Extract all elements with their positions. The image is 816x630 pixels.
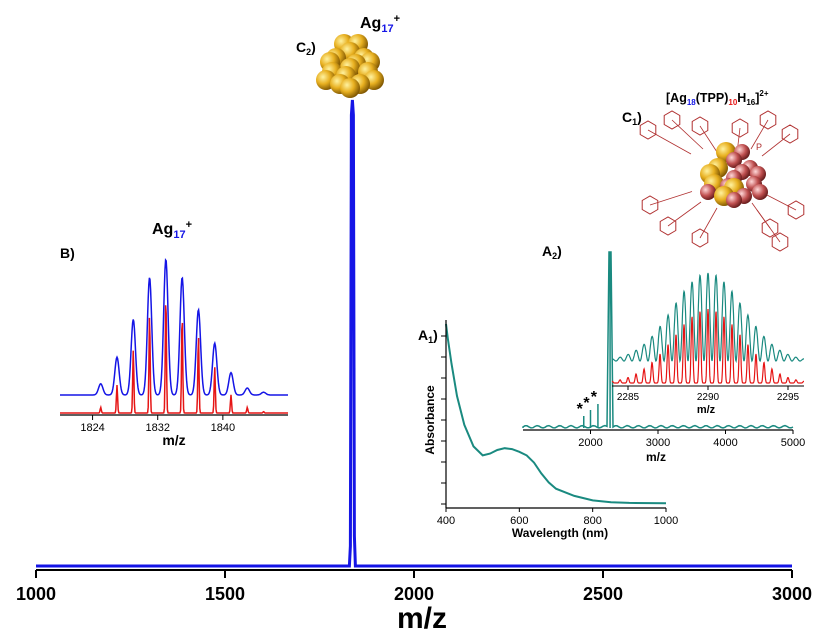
inset-a2-zoom-x-ticks: 2285 2290 2295 [617, 386, 800, 403]
inset-a1-x-tick-label: 600 [510, 515, 528, 527]
phenyl-ring [759, 110, 777, 130]
inset-a2-panel-label: A2) [542, 243, 562, 261]
inset-a1-y-ticks [441, 335, 446, 505]
inset-a2-zoom-experimental-line [612, 272, 804, 364]
main-x-tick-label: 2000 [394, 584, 434, 604]
inset-a2: A2) * * * 2000 3000 4000 5000 m/z 2285 2290 229… [522, 243, 805, 464]
inset-b-x-tick-label: 1840 [211, 422, 235, 434]
inset-a1-y-label: Absorbance [423, 385, 437, 455]
inset-a2-x-tick-label: 4000 [713, 437, 737, 449]
main-x-label: m/z [397, 602, 447, 630]
ag18-tpp-cluster-structure [639, 110, 805, 252]
ligand-bond [764, 193, 797, 211]
hydride-atom [752, 184, 768, 200]
star-annotation: * [577, 401, 584, 418]
inset-b-x-tick-label: 1832 [145, 422, 169, 434]
panel-c1-label: C1) [622, 109, 642, 127]
phenyl-ring [731, 118, 749, 138]
inset-a2-zoom-x-label: m/z [697, 404, 716, 416]
inset-a2-x-tick-label: 2000 [578, 437, 602, 449]
phenyl-ring [663, 110, 681, 130]
inset-a1-absorbance-line [445, 323, 667, 505]
phenyl-ring [787, 200, 805, 220]
phenyl-ring [761, 218, 779, 238]
panel-c2-label: C2) [296, 39, 316, 57]
inset-a2-x-ticks: 2000 3000 4000 5000 [578, 430, 805, 449]
phenyl-ring [691, 228, 709, 248]
phenyl-ring [641, 195, 659, 215]
ligand-bond [699, 125, 718, 153]
phenyl-ring [659, 216, 677, 236]
phenyl-ring [771, 232, 789, 252]
inset-a2-x-tick-label: 3000 [646, 437, 670, 449]
phenyl-ring [691, 116, 709, 136]
inset-a2-spectrum-line [522, 251, 794, 429]
star-annotation: * [583, 395, 590, 412]
inset-a2-zoom-x-tick-label: 2285 [617, 392, 640, 403]
ag17-cluster-image [316, 34, 384, 98]
ligand-bond [750, 119, 769, 150]
inset-a1-x-tick-label: 800 [583, 515, 601, 527]
ligand-bond [699, 207, 718, 239]
inset-a2-zoom-simulated-line [611, 308, 805, 384]
ligand-bond [667, 201, 702, 227]
inset-a1-panel-label: A1) [418, 327, 438, 345]
main-spectrum: 1000 1500 2000 2500 3000 m/z [16, 99, 812, 630]
hydride-atom [726, 192, 742, 208]
inset-b-title: Ag17+ [152, 219, 192, 241]
main-x-tick-label: 1000 [16, 584, 56, 604]
inset-a2-x-tick-label: 5000 [781, 437, 805, 449]
inset-b-x-tick-label: 1824 [80, 422, 104, 434]
panel-c2-title: Ag17+ [360, 13, 400, 35]
inset-a2-star-annotations: * * * [577, 389, 599, 428]
panel-c1: [Ag18(TPP)10H16]2+ C1) P [622, 89, 805, 252]
inset-b-x-label: m/z [162, 432, 185, 448]
main-x-tick-label: 2500 [583, 584, 623, 604]
inset-a1-x-tick-label: 400 [437, 515, 455, 527]
inset-a1-x-ticks: 400 600 800 1000 [437, 508, 678, 527]
ligand-bond [756, 209, 781, 243]
inset-a2-zoom-x-tick-label: 2295 [777, 392, 800, 403]
inset-a1-x-label: Wavelength (nm) [512, 526, 608, 540]
phenyl-ring [639, 120, 657, 140]
inset-a1: A1) 400 600 800 1000 Wavelength (nm) Absorb… [418, 320, 678, 540]
panel-c2: C2) Ag17+ [296, 13, 400, 98]
inset-b-experimental-line [60, 258, 288, 396]
inset-a2-zoom-x-tick-label: 2290 [697, 392, 720, 403]
main-x-tick-label: 3000 [772, 584, 812, 604]
inset-b: B) Ag17+ 1824 1832 1840 m/z [60, 219, 288, 448]
main-spectrum-line [36, 99, 792, 568]
star-annotation: * [591, 389, 598, 406]
hydride-atom [726, 152, 742, 168]
panel-c1-formula: [Ag18(TPP)10H16]2+ [666, 89, 769, 107]
inset-b-simulated-line [60, 305, 288, 414]
phosphorus-label: P [756, 142, 762, 152]
hydride-atom [700, 184, 716, 200]
ligand-bond [671, 119, 704, 150]
main-x-tick-label: 1500 [205, 584, 245, 604]
ligand-bond [761, 133, 791, 157]
ligand-bond [647, 129, 692, 155]
inset-a2-x-label: m/z [646, 450, 666, 464]
main-x-ticks: 1000 1500 2000 2500 3000 [16, 570, 812, 604]
ligand-bond [649, 191, 693, 206]
inset-a1-x-tick-label: 1000 [654, 515, 678, 527]
gold-atom [340, 78, 360, 98]
phenyl-ring [781, 124, 799, 144]
inset-b-x-ticks: 1824 1832 1840 [80, 415, 235, 434]
inset-b-panel-label: B) [60, 245, 75, 261]
